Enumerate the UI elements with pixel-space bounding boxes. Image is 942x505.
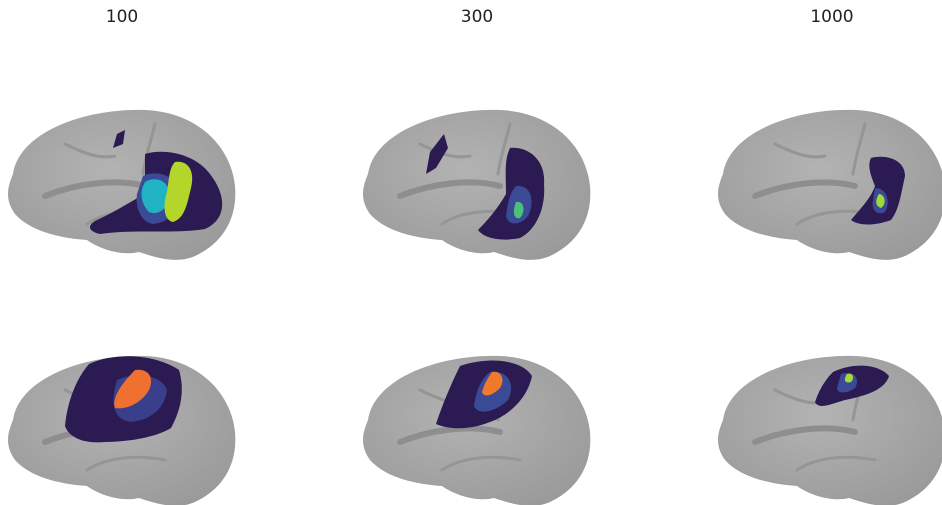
column-title: 100: [106, 7, 138, 27]
brain-render: [363, 356, 590, 505]
brain-render: [718, 110, 942, 260]
brain-render: [363, 110, 590, 260]
brain-render: [8, 110, 235, 260]
brain-render: [718, 356, 942, 505]
column-title: 300: [461, 7, 493, 27]
column-title: 1000: [810, 7, 853, 27]
brain-render: [8, 356, 235, 505]
